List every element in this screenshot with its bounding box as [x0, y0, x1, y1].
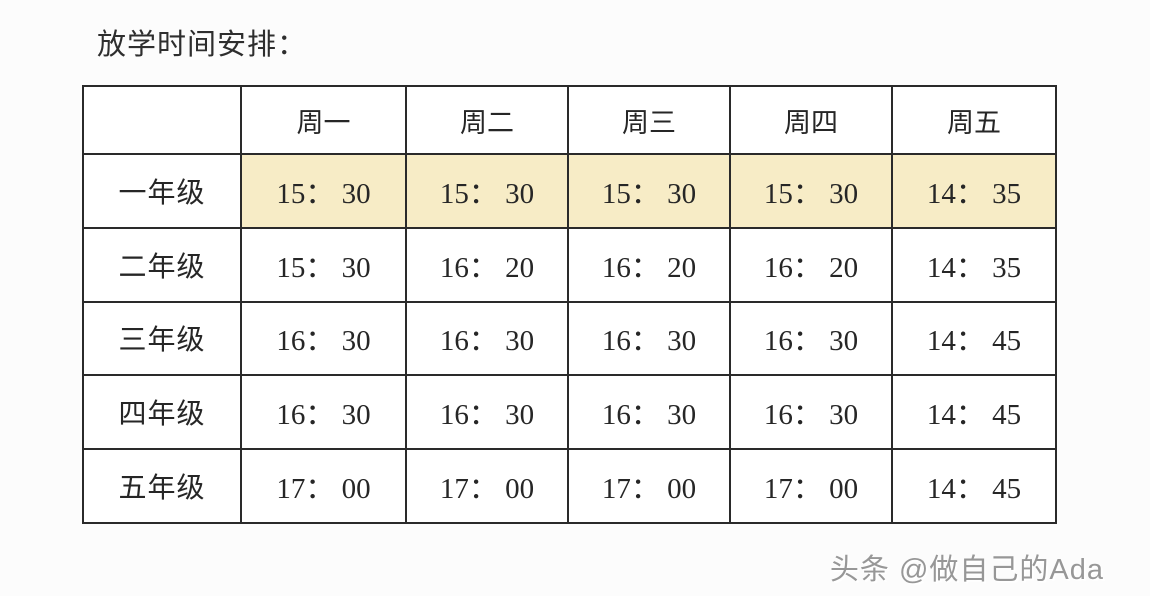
time-cell: 15： 30 [567, 153, 731, 229]
time-cell: 17： 00 [729, 448, 893, 524]
page-title: 放学时间安排： [97, 29, 308, 61]
header-cell-friday: 周五 [891, 85, 1057, 155]
time-cell: 16： 30 [405, 300, 569, 377]
time-cell: 17： 00 [405, 448, 569, 524]
time-cell: 15： 30 [240, 226, 407, 303]
table-row-grade4: 四年级 16： 30 16： 30 16： 30 16： 30 14： 45 [82, 374, 1057, 451]
row-label-grade4: 四年级 [82, 374, 242, 451]
time-cell: 17： 00 [240, 448, 407, 524]
time-cell: 16： 30 [240, 300, 407, 377]
table-header-row: 周一 周二 周三 周四 周五 [82, 85, 1057, 155]
time-cell: 16： 30 [567, 374, 731, 451]
header-cell-thursday: 周四 [729, 85, 893, 155]
time-cell: 16： 30 [405, 374, 569, 451]
watermark: 头条 @做自己的Ada [829, 554, 1104, 586]
row-label-grade1: 一年级 [82, 153, 242, 229]
time-cell: 16： 20 [405, 226, 569, 303]
header-cell-monday: 周一 [240, 85, 407, 155]
time-cell: 17： 00 [567, 448, 731, 524]
time-cell: 15： 30 [240, 153, 407, 229]
table-row-grade2: 二年级 15： 30 16： 20 16： 20 16： 20 14： 35 [82, 226, 1057, 303]
header-cell-wednesday: 周三 [567, 85, 731, 155]
header-cell-empty [82, 85, 242, 155]
time-cell: 14： 45 [891, 448, 1057, 524]
time-cell: 15： 30 [405, 153, 569, 229]
time-cell: 16： 20 [729, 226, 893, 303]
row-label-grade3: 三年级 [82, 300, 242, 377]
time-cell: 14： 35 [891, 226, 1057, 303]
table-row-grade5: 五年级 17： 00 17： 00 17： 00 17： 00 14： 45 [82, 448, 1057, 524]
time-cell: 14： 45 [891, 374, 1057, 451]
time-cell: 16： 30 [240, 374, 407, 451]
row-label-grade5: 五年级 [82, 448, 242, 524]
time-cell: 16： 30 [729, 374, 893, 451]
time-cell: 16： 30 [567, 300, 731, 377]
time-cell: 14： 45 [891, 300, 1057, 377]
row-label-grade2: 二年级 [82, 226, 242, 303]
table-row-grade3: 三年级 16： 30 16： 30 16： 30 16： 30 14： 45 [82, 300, 1057, 377]
header-cell-tuesday: 周二 [405, 85, 569, 155]
time-cell: 16： 30 [729, 300, 893, 377]
table-row-grade1: 一年级 15： 30 15： 30 15： 30 15： 30 14： 35 [82, 153, 1057, 229]
dismissal-times-table: 周一 周二 周三 周四 周五 一年级 15： 30 15： 30 15： 30 … [82, 85, 1057, 524]
time-cell: 14： 35 [891, 153, 1057, 229]
time-cell: 15： 30 [729, 153, 893, 229]
time-cell: 16： 20 [567, 226, 731, 303]
